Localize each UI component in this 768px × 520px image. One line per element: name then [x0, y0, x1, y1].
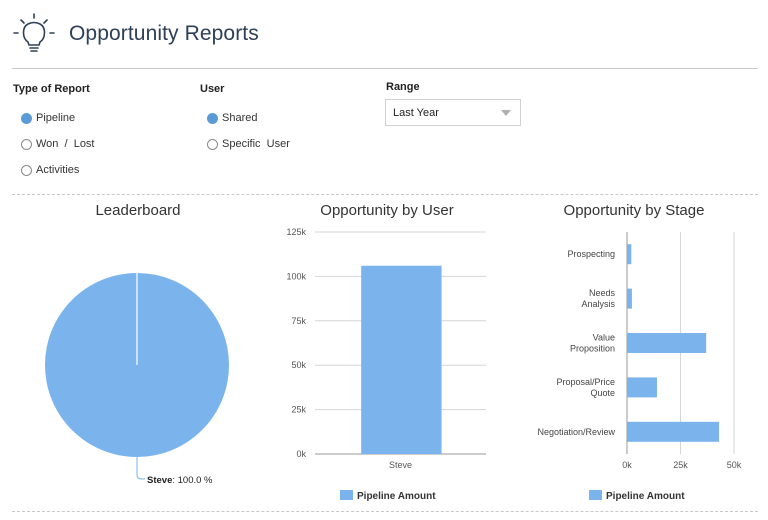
- x-tick-label: 25k: [673, 460, 688, 470]
- radio-pipeline[interactable]: Pipeline: [21, 112, 75, 124]
- bar: [627, 377, 657, 398]
- radio-shared[interactable]: Shared: [207, 112, 257, 124]
- chevron-down-icon: [501, 110, 511, 116]
- y-tick-label: Prospecting: [567, 249, 615, 259]
- bar: [627, 421, 720, 442]
- section-divider-bottom: [12, 511, 758, 512]
- x-tick-label: 0k: [622, 460, 632, 470]
- y-tick-label: Negotiation/Review: [537, 427, 615, 437]
- range-label: Range: [386, 81, 420, 93]
- radio-specific-user[interactable]: Specific User: [207, 138, 290, 150]
- radio-won-lost[interactable]: Won / Lost: [21, 138, 95, 150]
- bar: [627, 333, 707, 353]
- radio-label: Pipeline: [36, 112, 76, 124]
- radio-label: Shared: [222, 112, 258, 124]
- lightbulb-icon: [13, 13, 55, 52]
- x-tick-label: 50k: [727, 460, 742, 470]
- y-tick-label: Analysis: [581, 299, 615, 309]
- radio-dot: [21, 112, 32, 124]
- y-tick-label: 25k: [291, 405, 306, 415]
- legend-swatch: [340, 490, 353, 500]
- y-tick-label: 100k: [286, 271, 306, 281]
- y-tick-label: 0k: [296, 449, 306, 459]
- y-tick-label: Value: [593, 333, 615, 343]
- pie-data-label: Steve: 100.0 %: [147, 475, 213, 486]
- page-title: Opportunity Reports: [69, 22, 259, 45]
- radio-activities[interactable]: Activities: [21, 164, 79, 176]
- y-tick-label: Needs: [589, 288, 616, 298]
- y-tick-label: Proposal/Price: [556, 377, 615, 387]
- opportunity-by-user-title: Opportunity by User: [320, 202, 454, 219]
- range-select[interactable]: Last Year: [385, 99, 521, 126]
- section-divider-top: [12, 194, 758, 195]
- radio-label: Activities: [36, 164, 80, 176]
- page-header: Opportunity Reports: [0, 0, 768, 70]
- x-tick-label: Steve: [389, 460, 412, 470]
- radio-dot: [207, 112, 218, 124]
- y-tick-label: Quote: [590, 388, 615, 398]
- radio-label: Won / Lost: [36, 138, 95, 150]
- user-label: User: [200, 83, 225, 95]
- header-divider: [12, 68, 758, 69]
- radio-dot: [21, 164, 32, 176]
- leaderboard-title: Leaderboard: [95, 202, 181, 219]
- bar: [627, 288, 632, 309]
- legend-label: Pipeline Amount: [606, 491, 685, 502]
- y-tick-label: Proposition: [570, 344, 615, 354]
- opportunity-by-stage-title: Opportunity by Stage: [563, 202, 705, 219]
- legend-swatch: [589, 490, 602, 500]
- range-select-value: Last Year: [393, 107, 439, 119]
- radio-dot: [21, 138, 32, 150]
- type-of-report-label: Type of Report: [13, 83, 90, 95]
- y-tick-label: 75k: [291, 316, 306, 326]
- pie-label-connector: [136, 457, 145, 480]
- legend-label: Pipeline Amount: [357, 491, 436, 502]
- y-tick-label: 50k: [291, 360, 306, 370]
- radio-dot: [207, 138, 218, 150]
- y-tick-label: 125k: [286, 227, 306, 237]
- radio-label: Specific User: [222, 138, 290, 150]
- bar: [627, 244, 632, 265]
- bar: [361, 265, 442, 454]
